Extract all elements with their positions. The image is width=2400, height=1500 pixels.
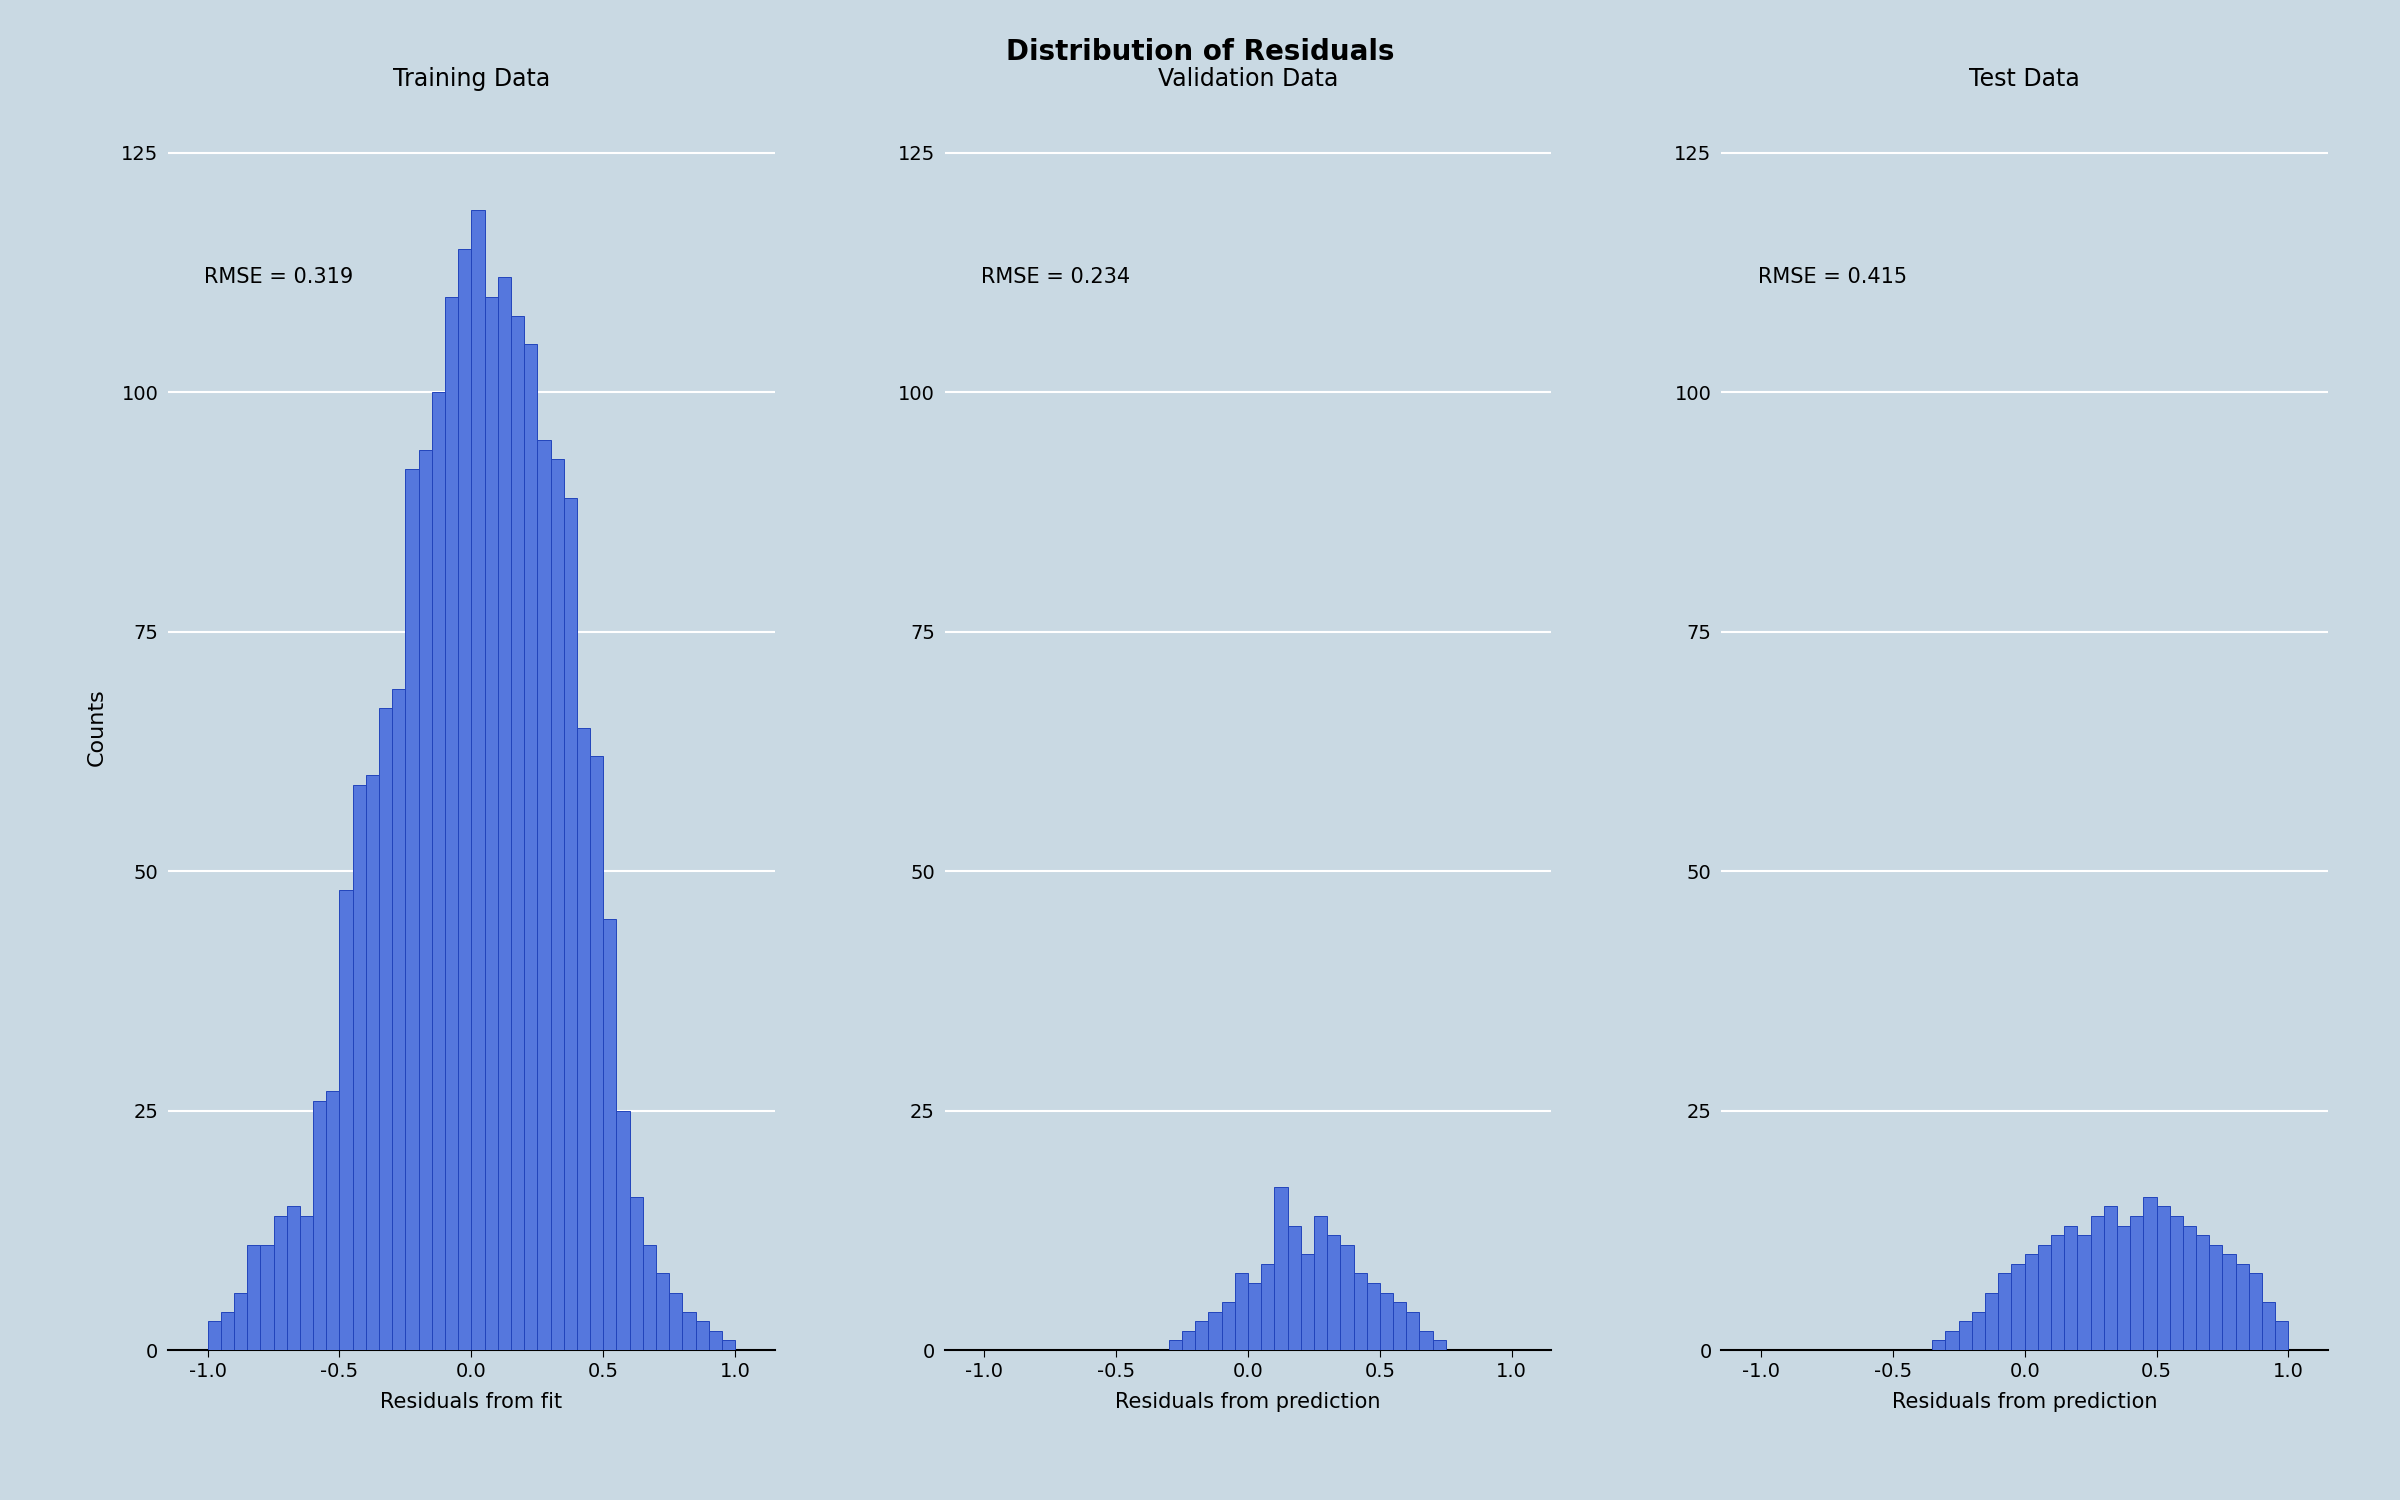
Bar [655,1274,670,1350]
Bar [1183,1330,1195,1350]
Bar [722,1341,734,1350]
Bar [1260,1264,1274,1350]
Bar [221,1311,233,1350]
Bar [2170,1216,2184,1350]
Bar [1248,1282,1260,1350]
Bar [1195,1322,1210,1350]
Bar [523,345,538,1350]
Bar [1286,1226,1301,1350]
Y-axis label: Counts: Counts [86,688,108,766]
Bar [1406,1311,1418,1350]
Bar [1366,1282,1380,1350]
Bar [2143,1197,2158,1350]
Bar [300,1216,312,1350]
Bar [1210,1311,1222,1350]
Bar [1236,1274,1248,1350]
Bar [511,315,523,1350]
Bar [2184,1226,2196,1350]
Text: RMSE = 0.415: RMSE = 0.415 [1757,267,1906,286]
Bar [2237,1264,2249,1350]
Bar [617,1110,629,1350]
Title: Training Data: Training Data [394,66,550,90]
Bar [2105,1206,2117,1350]
Bar [564,498,576,1350]
Bar [1418,1330,1433,1350]
Bar [406,470,418,1350]
Bar [1985,1293,1999,1350]
Bar [1932,1341,1946,1350]
Bar [590,756,602,1350]
Bar [2078,1234,2090,1350]
Bar [353,784,365,1350]
X-axis label: Residuals from fit: Residuals from fit [379,1392,562,1411]
Bar [1301,1254,1313,1350]
Bar [1946,1330,1958,1350]
Bar [550,459,564,1350]
Bar [696,1322,708,1350]
Text: RMSE = 0.319: RMSE = 0.319 [204,267,353,286]
Bar [629,1197,643,1350]
Bar [326,1092,338,1350]
X-axis label: Residuals from prediction: Residuals from prediction [1891,1392,2158,1411]
X-axis label: Residuals from prediction: Residuals from prediction [1116,1392,1380,1411]
Bar [391,688,406,1350]
Bar [1433,1341,1445,1350]
Bar [1392,1302,1406,1350]
Bar [2026,1254,2038,1350]
Bar [2117,1226,2131,1350]
Bar [2275,1322,2290,1350]
Bar [233,1293,247,1350]
Bar [206,1322,221,1350]
Bar [1274,1186,1286,1350]
Bar [602,920,617,1350]
Bar [1222,1302,1236,1350]
Bar [338,891,353,1350]
Bar [682,1311,696,1350]
Bar [2011,1264,2026,1350]
Bar [708,1330,722,1350]
Title: Test Data: Test Data [1970,66,2081,90]
Bar [2196,1234,2210,1350]
Bar [2052,1234,2064,1350]
Bar [497,278,511,1350]
Bar [1354,1274,1366,1350]
Bar [418,450,432,1350]
Text: RMSE = 0.234: RMSE = 0.234 [982,267,1130,286]
Bar [274,1216,286,1350]
Bar [2210,1245,2222,1350]
Bar [1380,1293,1392,1350]
Bar [1313,1216,1327,1350]
Bar [643,1245,655,1350]
Bar [2249,1274,2263,1350]
Bar [1169,1341,1183,1350]
Bar [2064,1226,2078,1350]
Bar [1327,1234,1339,1350]
Bar [379,708,391,1350]
Bar [2038,1245,2052,1350]
Text: Distribution of Residuals: Distribution of Residuals [1006,38,1394,66]
Bar [1973,1311,1985,1350]
Bar [670,1293,682,1350]
Bar [259,1245,274,1350]
Bar [2090,1216,2105,1350]
Bar [312,1101,326,1350]
Bar [485,297,497,1350]
Bar [1958,1322,1973,1350]
Bar [365,776,379,1350]
Bar [576,728,590,1350]
Bar [2158,1206,2170,1350]
Bar [1339,1245,1354,1350]
Bar [444,297,458,1350]
Title: Validation Data: Validation Data [1157,66,1339,90]
Bar [470,210,485,1350]
Bar [458,249,470,1350]
Bar [286,1206,300,1350]
Bar [538,440,550,1350]
Bar [2222,1254,2237,1350]
Bar [2263,1302,2275,1350]
Bar [1999,1274,2011,1350]
Bar [432,393,444,1350]
Bar [247,1245,259,1350]
Bar [2131,1216,2143,1350]
